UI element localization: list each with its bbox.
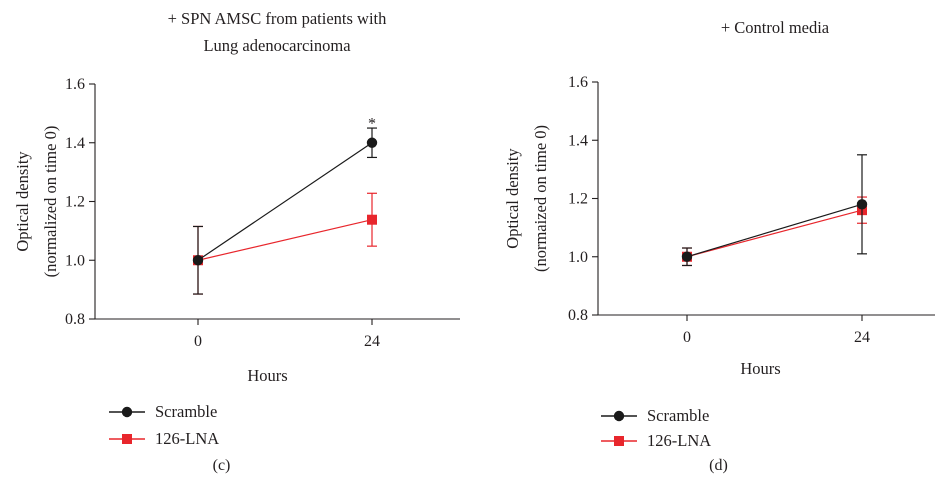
- significance-asterisk: *: [368, 115, 376, 132]
- chart-title: + Control media: [721, 18, 830, 37]
- series-scramble: [681, 154, 868, 267]
- legend-label: 126-LNA: [647, 431, 711, 450]
- y-axis-label: Optical density: [13, 151, 32, 252]
- chart-title: + SPN AMSC from patients with: [168, 9, 388, 28]
- chart-panel-c: + SPN AMSC from patients with Lung adenoc…: [13, 9, 460, 474]
- data-point: [366, 137, 378, 148]
- y-tick-label: 0.8: [568, 307, 588, 324]
- series-line: [197, 219, 373, 261]
- series-line: [686, 203, 863, 258]
- x-tick-label: 24: [364, 333, 380, 350]
- series-126-lna: [682, 196, 867, 267]
- legend-marker-circle: [121, 406, 133, 418]
- y-tick-label: 0.8: [65, 311, 85, 328]
- chart-title-line-2: Lung adenocarcinoma: [203, 36, 351, 55]
- series-line: [197, 142, 373, 261]
- panel-label: (d): [709, 457, 728, 474]
- y-tick-label: 1.2: [65, 194, 85, 211]
- data-point: [681, 251, 693, 262]
- x-tick-label: 0: [194, 333, 202, 350]
- y-tick-label: 1.0: [568, 249, 588, 266]
- x-tick-label: 0: [683, 329, 691, 346]
- chart-panel-d: + Control media 0.8 1.0 1.2 1.4 1.6 0 24 Hours Op…: [503, 18, 935, 474]
- legend-marker-square: [614, 436, 624, 446]
- data-point: [367, 214, 377, 225]
- y-axis-label-line-2: (normaized on time 0): [531, 125, 550, 272]
- y-tick-label: 1.6: [568, 74, 588, 91]
- series-126-lna: [193, 192, 377, 295]
- legend: Scramble 126-LNA: [109, 402, 219, 448]
- x-tick-label: 24: [854, 329, 870, 346]
- legend-marker-circle: [613, 410, 625, 422]
- y-axis-label: Optical density: [503, 148, 522, 249]
- data-point: [192, 255, 204, 266]
- y-tick-label: 1.6: [65, 76, 85, 93]
- legend-label: Scramble: [647, 406, 709, 425]
- y-axis-label-line-2: (normalized on time 0): [41, 126, 60, 278]
- y-tick-label: 1.2: [568, 191, 588, 208]
- series-scramble: [192, 127, 378, 295]
- legend: Scramble 126-LNA: [601, 406, 711, 450]
- series-line: [686, 209, 863, 258]
- y-tick-label: 1.4: [568, 132, 588, 149]
- y-tick-label: 1.0: [65, 252, 85, 269]
- panel-label: (c): [213, 457, 231, 474]
- x-axis-label: Hours: [247, 366, 287, 385]
- legend-label: 126-LNA: [155, 429, 219, 448]
- legend-label: Scramble: [155, 402, 217, 421]
- legend-marker-square: [122, 434, 132, 444]
- y-tick-label: 1.4: [65, 135, 85, 152]
- x-axis-label: Hours: [740, 359, 780, 378]
- data-point: [856, 199, 868, 210]
